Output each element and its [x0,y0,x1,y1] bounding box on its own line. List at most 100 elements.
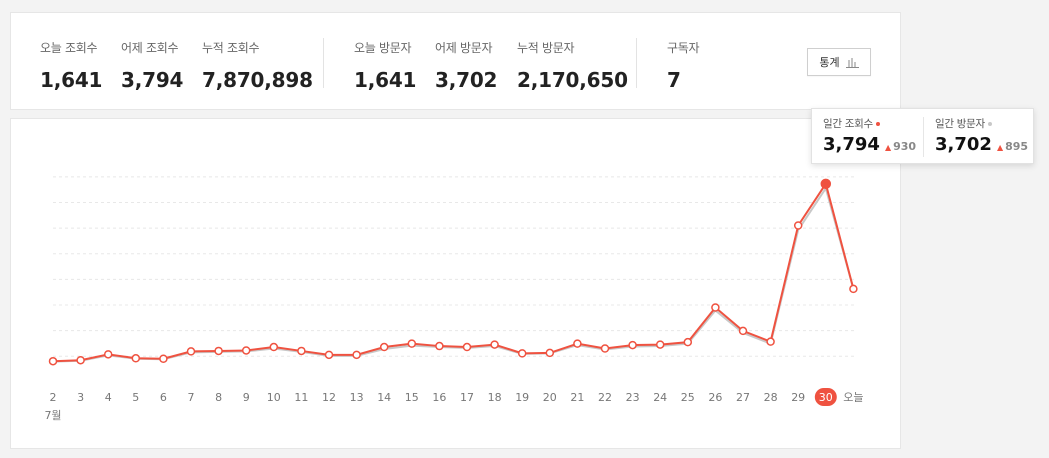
views-point [849,284,858,294]
views-point [683,337,693,347]
stat-label: 누적 방문자 [517,41,575,55]
views-point [628,340,637,350]
stat-value: 2,170,650 [517,68,628,92]
views-point [324,350,334,360]
stat-label: 구독자 [667,41,700,55]
views-point [600,344,610,353]
tooltip-views-delta: 930 [893,140,917,153]
daily-chart-panel: 2 3 4 5 6 7 8 9 10 11 12 13 14 15 16 17 18 19 20 21 22 23 24 25… [10,118,901,449]
stat-today-visitors: 오늘 방문자 1,641 [354,39,416,92]
stat-label: 어제 조회수 [121,41,179,55]
visitors-series-line [52,185,855,363]
tooltip-visitors: 일간 방문자 3,702 ▲ 895 [935,116,1028,155]
x-tick-label: 23 [626,391,640,404]
views-point [407,339,417,348]
stat-total-views: 누적 조회수 7,870,898 [202,39,313,92]
x-tick-label: 18 [488,391,502,404]
x-tick-label: 15 [405,391,419,404]
x-tick-label: 11 [294,391,308,404]
stat-label: 오늘 조회수 [40,41,98,55]
views-point [573,339,582,348]
views-point [131,354,141,363]
chart-tooltip: 일간 조회수 3,794 ▲ 930 일간 방문자 3,702 ▲ 895 [811,108,1034,164]
summary-stats-panel: 오늘 조회수 1,641 어제 조회수 3,794 누적 조회수 7,870,8… [10,12,901,110]
daily-line-chart: 2 3 4 5 6 7 8 9 10 11 12 13 14 15 16 17 18 19 20 21 22 23 24 25… [44,176,864,422]
views-point [766,337,775,346]
stat-subscribers: 구독자 7 [667,39,700,92]
x-tick-label: 9 [243,391,250,404]
selected-date-pill [814,388,837,406]
stat-value: 1,641 [354,68,417,92]
stat-yesterday-visitors: 어제 방문자 3,702 [435,39,497,92]
x-tick-label: 6 [160,391,167,404]
x-tick-label: 10 [267,391,281,404]
stat-label: 누적 조회수 [202,41,260,55]
x-tick-label: 3 [77,391,84,404]
stat-value: 1,641 [40,68,103,92]
visitors-legend-dot-icon [987,121,992,126]
tooltip-views: 일간 조회수 3,794 ▲ 930 [823,116,916,155]
bar-chart-icon [845,57,859,68]
stat-value: 3,702 [435,68,498,92]
views-legend-dot-icon [875,121,880,126]
tooltip-views-value: 3,794 [823,134,880,155]
x-tick-label: 29 [791,391,805,404]
stat-value: 7 [667,68,681,92]
stat-label: 오늘 방문자 [354,41,412,55]
views-series-line [52,181,855,363]
x-month-label: 7월 [44,409,61,422]
tooltip-visitors-value: 3,702 [935,134,992,155]
statistics-button-label: 통계 [819,56,840,69]
x-tick-label: 4 [105,391,112,404]
views-point [76,355,85,365]
tooltip-views-label: 일간 조회수 [823,118,873,130]
statistics-button[interactable]: 통계 [807,48,871,76]
views-point-selected [820,178,832,190]
views-point [269,342,279,352]
views-point [159,354,168,363]
x-tick-label: 8 [215,391,222,404]
views-point [103,350,113,359]
stat-label: 어제 방문자 [435,41,493,55]
tooltip-separator [923,117,924,157]
views-point [48,356,58,366]
views-point [655,340,665,349]
tooltip-visitors-label: 일간 방문자 [935,118,985,130]
x-tick-label: 12 [322,391,336,404]
up-triangle-icon: ▲ [884,143,892,152]
up-triangle-icon: ▲ [996,143,1004,152]
x-tick-label: 20 [543,391,557,404]
x-tick-label: 26 [708,391,722,404]
views-point [711,303,720,312]
views-point [793,221,803,230]
x-tick-label: 14 [377,391,391,404]
stat-value: 3,794 [121,68,184,92]
x-tick-label: 22 [598,391,612,404]
x-tick-label: 오늘 [843,391,863,404]
views-point [517,349,527,358]
views-point [490,340,499,349]
tooltip-visitors-delta: 895 [1005,140,1029,153]
x-tick-label: 7 [188,391,195,404]
x-tick-label: 28 [764,391,778,404]
stat-total-visitors: 누적 방문자 2,170,650 [517,39,628,92]
views-point [352,350,361,360]
x-tick-label: 17 [460,391,474,404]
x-tick-label: 2 [50,391,57,404]
views-point [379,342,389,352]
stat-yesterday-views: 어제 조회수 3,794 [121,39,183,92]
stat-value: 7,870,898 [202,68,313,92]
views-point [241,346,251,355]
views-point [297,346,306,356]
x-tick-label: 19 [515,391,529,404]
x-tick-label: 13 [350,391,364,404]
views-point [435,341,444,351]
views-point [738,326,748,336]
x-tick-label: 16 [432,391,446,404]
views-point [462,342,472,352]
views-point [186,347,196,356]
x-tick-label: 27 [736,391,750,404]
stat-today-views: 오늘 조회수 1,641 [40,39,102,92]
stat-divider [636,38,637,88]
views-point [545,348,555,358]
